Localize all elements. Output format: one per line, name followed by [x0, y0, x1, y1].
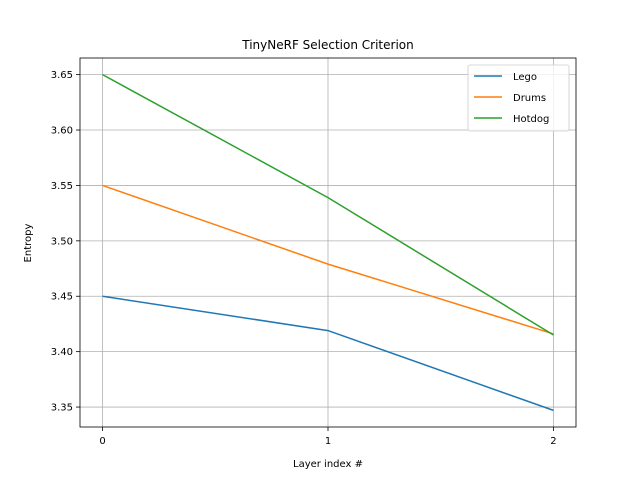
y-tick-label: 3.50	[51, 236, 73, 247]
series-line-lego	[102, 295, 554, 412]
x-axis-label: Layer index #	[293, 459, 363, 470]
legend: Lego Drums Hotdog	[467, 64, 570, 132]
y-tick-label: 3.55	[51, 181, 73, 192]
legend-label-drums: Drums	[513, 93, 546, 104]
x-tick-label: 2	[550, 436, 556, 447]
y-tick-label: 3.65	[51, 70, 73, 81]
x-axis-ticks: 0 1 2	[99, 427, 557, 447]
y-axis-ticks: 3.35 3.40 3.45 3.50 3.55 3.60 3.65	[51, 70, 80, 414]
legend-label-lego: Lego	[513, 72, 537, 83]
chart-title: TinyNeRF Selection Criterion	[241, 38, 413, 52]
series-line-drums	[102, 184, 554, 335]
y-tick-label: 3.40	[51, 347, 73, 358]
y-axis-label: Entropy	[23, 223, 34, 262]
y-tick-label: 3.35	[51, 403, 73, 414]
legend-label-hotdog: Hotdog	[513, 114, 549, 125]
x-tick-label: 0	[99, 436, 105, 447]
series-lines	[102, 73, 554, 412]
y-tick-label: 3.45	[51, 292, 73, 303]
legend-box	[467, 64, 570, 132]
series-line-hotdog	[102, 73, 554, 336]
y-tick-label: 3.60	[51, 126, 73, 137]
x-tick-label: 1	[325, 436, 331, 447]
